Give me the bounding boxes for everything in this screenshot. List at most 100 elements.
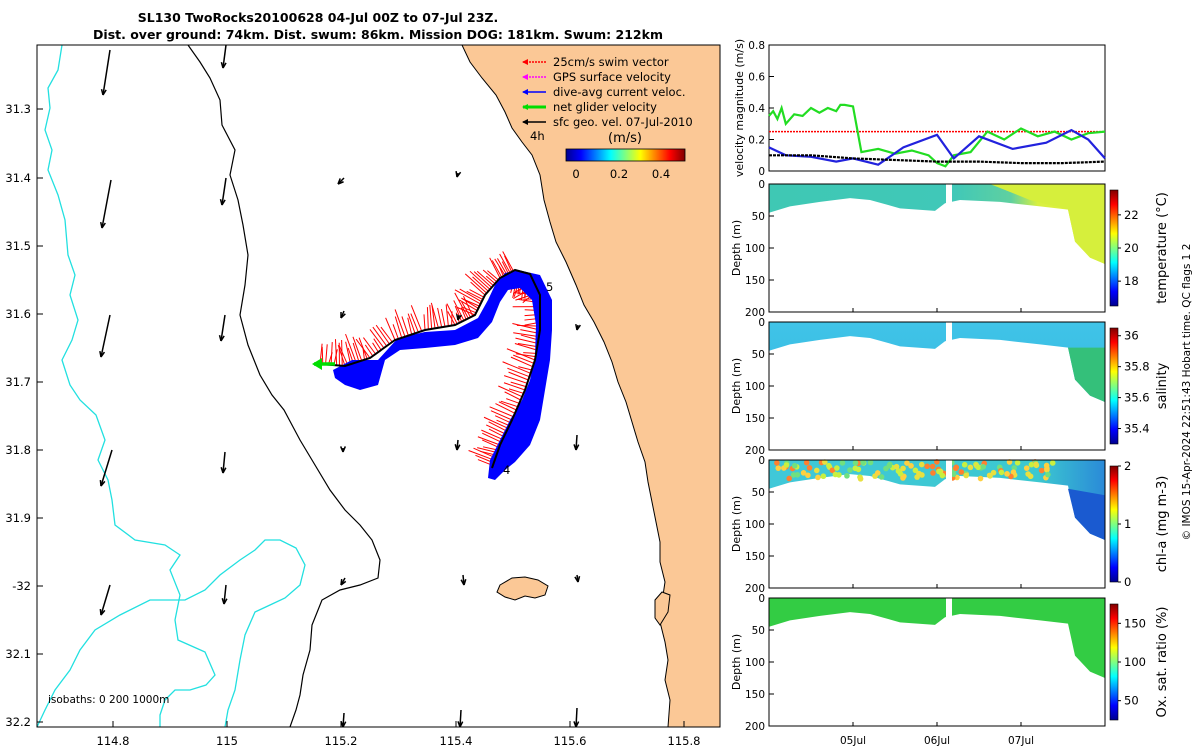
depth-tick-label: 50 xyxy=(752,349,765,361)
track-map: 4h 5 4 isobaths: 0 200 1000m 114.8 115 115… xyxy=(5,44,721,748)
swim-vector xyxy=(488,421,507,432)
annotation-5: 5 xyxy=(546,280,553,294)
chl-sample xyxy=(1028,461,1035,468)
chl-sample xyxy=(794,471,801,478)
swim-vector xyxy=(454,305,463,322)
chl-sample xyxy=(844,473,850,479)
depth-ylabel: Depth (m) xyxy=(730,634,743,690)
depth-tick-label: 100 xyxy=(745,381,765,393)
chl-sample xyxy=(867,459,874,466)
swim-vector xyxy=(481,429,503,440)
swim-vector xyxy=(473,271,493,288)
chl-sample xyxy=(916,470,922,477)
swim-vector xyxy=(507,367,530,378)
salinity-deep xyxy=(1068,347,1105,402)
geo-arrow xyxy=(102,49,111,96)
swim-vector xyxy=(363,337,376,355)
geo-arrowhead xyxy=(219,199,226,206)
colorbar-units: (m/s) xyxy=(608,131,642,146)
swim-vector xyxy=(385,317,396,341)
colorbar-tick-label: 2 xyxy=(1124,459,1131,473)
isobath-1000m-south xyxy=(37,539,306,727)
chl-sample xyxy=(834,465,840,471)
map-ticks: 114.8 115 115.2 115.4 115.6 115.8 31.3 31.4 31.5… xyxy=(5,102,700,748)
swim-vector xyxy=(503,255,513,272)
geo-arrowhead xyxy=(460,579,467,586)
swim-vector xyxy=(407,317,413,335)
legend-arrowhead xyxy=(522,89,528,95)
map-ytick-label: 31.3 xyxy=(5,102,31,116)
chl-sample xyxy=(1014,459,1021,466)
map-frame xyxy=(36,44,721,728)
depth-tick-label: 50 xyxy=(752,211,765,223)
land-mass xyxy=(461,45,720,727)
colorbar-tick-04: 0.4 xyxy=(652,167,670,181)
annotation-4: 4 xyxy=(503,463,510,477)
chl-sample xyxy=(857,476,864,482)
chl-sample xyxy=(832,471,839,478)
colorbar xyxy=(1109,189,1119,307)
swim-vector xyxy=(506,398,520,404)
swim-vector xyxy=(468,450,495,461)
data-gap xyxy=(946,598,952,627)
data-gap xyxy=(946,184,952,213)
swim-vector xyxy=(506,348,536,361)
swim-vector xyxy=(470,281,486,296)
data-gap xyxy=(946,322,952,351)
depth-tick-label: 0 xyxy=(758,179,765,191)
swim-vector xyxy=(510,381,527,388)
swim-vector xyxy=(394,316,403,338)
swim-vector xyxy=(352,336,363,361)
chl-sample xyxy=(1010,469,1017,476)
swim-vector xyxy=(515,337,538,344)
colorbar-tick-label: 35.4 xyxy=(1124,422,1150,436)
colorbar-tick-label: 0 xyxy=(1124,575,1131,589)
swim-vector xyxy=(482,432,502,443)
chl-sample xyxy=(900,465,906,472)
colorbar-label: Ox. sat. ratio (%) xyxy=(1155,607,1170,718)
geo-velocity-arrows xyxy=(99,45,581,727)
chl-sample xyxy=(929,463,936,470)
dive-avg-current-band xyxy=(333,270,552,480)
swim-vector xyxy=(401,316,409,336)
swim-vector xyxy=(513,332,539,338)
swim-vector xyxy=(498,385,523,398)
chl-sample xyxy=(963,472,969,479)
swim-vector xyxy=(500,400,518,408)
colorbar xyxy=(1109,327,1119,445)
title-line-2: Dist. over ground: 74km. Dist. swum: 86k… xyxy=(93,27,663,42)
section-data xyxy=(769,184,1105,264)
depth-tick-label: 0 xyxy=(758,593,765,605)
colorbar-tick-02: 0.2 xyxy=(610,167,628,181)
panel-chlorophyll: 0 50 100 150 200 Depth (m) 2 1 0 chl-a (mg m-3) xyxy=(730,455,1170,595)
swim-vector xyxy=(426,307,429,330)
chl-sample xyxy=(826,462,832,469)
map-xtick-label: 115 xyxy=(216,734,238,748)
swim-vector xyxy=(497,258,508,275)
geo-arrow xyxy=(575,707,578,727)
swim-vector xyxy=(512,322,541,331)
geo-arrowhead xyxy=(340,578,347,586)
swim-vector xyxy=(469,270,491,290)
swim-vector xyxy=(508,388,524,394)
isobath-1000m xyxy=(44,45,216,727)
swim-vector xyxy=(447,311,456,326)
swim-vector xyxy=(487,270,499,281)
swim-vector xyxy=(515,353,536,358)
geo-arrowhead xyxy=(575,323,581,331)
swim-vector xyxy=(373,338,382,351)
swim-vector xyxy=(337,344,346,367)
copyright-note: © IMOS 15-Apr-2024 22:51:43 Hobart time.… xyxy=(1181,244,1193,541)
swim-vector xyxy=(514,343,537,351)
velocity-series-net-glider-velocity xyxy=(768,103,1106,168)
geo-arrow xyxy=(100,584,111,616)
depth-tick-label: 150 xyxy=(745,689,765,701)
velocity-ytick-label: 0.6 xyxy=(748,72,765,84)
chl-sample xyxy=(900,475,906,481)
swim-vector xyxy=(334,339,338,366)
chl-sample xyxy=(967,464,974,471)
swim-vector xyxy=(423,314,426,331)
chl-sample xyxy=(897,471,904,477)
chl-sample xyxy=(852,465,859,472)
